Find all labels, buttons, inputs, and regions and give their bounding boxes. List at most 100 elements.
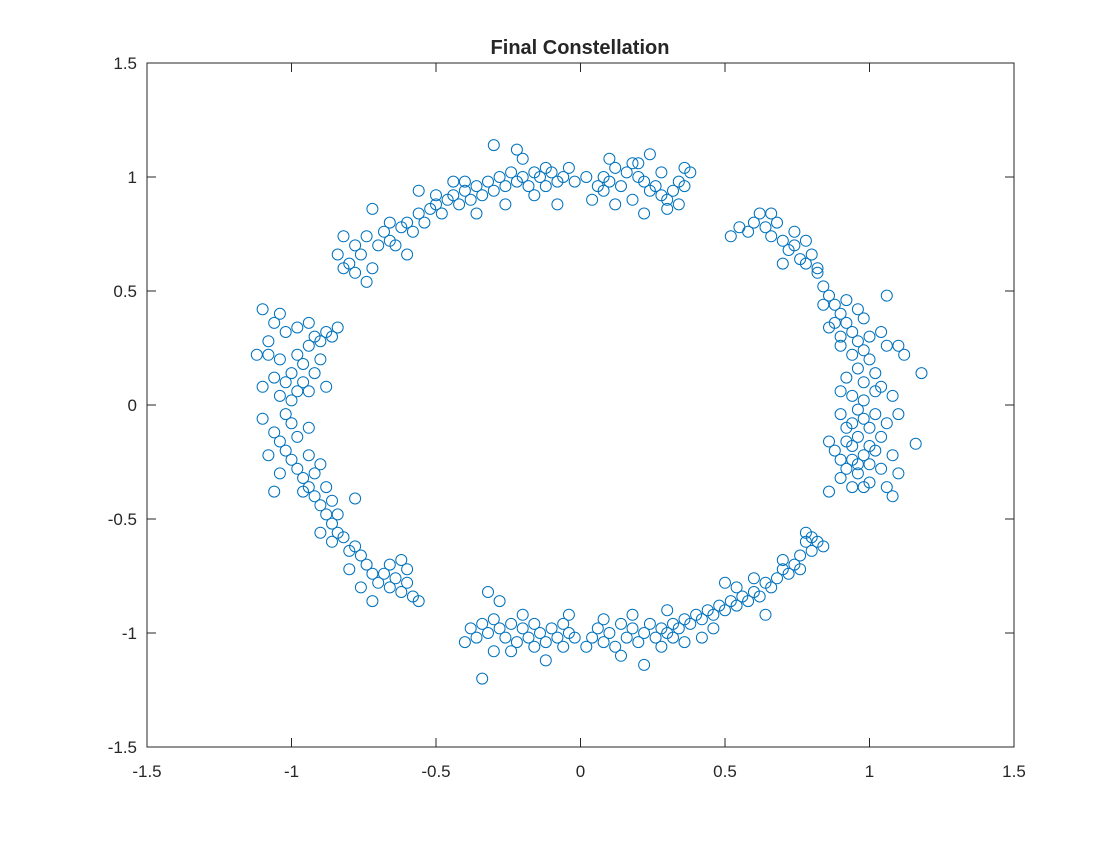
data-point [713, 599, 726, 612]
data-point [823, 435, 835, 448]
x-axis: -1.5 -1 -0.5 0 0.5 1 1.5 [132, 63, 1026, 781]
data-point [372, 239, 385, 252]
data-point [857, 449, 870, 462]
y-axis: -1.5 -1 -0.5 0 0.5 1 1.5 [108, 54, 1014, 757]
data-point [349, 239, 362, 252]
data-point [724, 230, 737, 243]
data-point [256, 303, 269, 316]
data-point [545, 622, 558, 635]
data-point [771, 216, 783, 229]
data-point [597, 613, 610, 626]
data-point [279, 326, 292, 338]
data-point [349, 266, 362, 279]
data-point [551, 631, 564, 644]
data-point [516, 152, 529, 165]
data-point [834, 330, 847, 343]
data-point [846, 348, 859, 361]
data-point [667, 184, 679, 197]
data-point [632, 636, 645, 649]
data-point [863, 330, 876, 343]
data-point [482, 627, 494, 639]
data-point [603, 627, 616, 639]
data-point [516, 622, 529, 635]
data-point [834, 385, 847, 398]
data-point [273, 435, 286, 448]
data-point [661, 604, 674, 617]
data-point [892, 408, 905, 421]
data-point [343, 544, 356, 557]
data-point [695, 631, 708, 644]
data-point [776, 554, 789, 566]
data-point [857, 412, 870, 425]
data-point [308, 467, 321, 480]
data-point [302, 339, 315, 352]
data-point [354, 549, 367, 562]
data-point [609, 198, 622, 211]
data-point [539, 636, 552, 649]
data-point [805, 544, 818, 557]
data-point [805, 531, 818, 544]
data-point [591, 622, 604, 635]
data-point [776, 563, 789, 576]
data-point [383, 216, 396, 229]
data-point [788, 239, 801, 252]
data-point [915, 367, 928, 380]
data-point [840, 294, 853, 307]
data-point [314, 458, 327, 471]
y-tick-label: -0.5 [108, 510, 137, 529]
y-tick-label: 0 [128, 396, 137, 415]
y-tick-label: -1 [122, 624, 137, 643]
data-point [603, 152, 616, 165]
data-point [655, 166, 668, 179]
data-point [268, 316, 281, 329]
data-point [892, 339, 905, 352]
x-tick-label: -1 [284, 762, 299, 781]
data-point [811, 266, 824, 279]
data-point [759, 608, 772, 621]
data-point [834, 307, 847, 320]
data-point [262, 335, 275, 348]
data-point [510, 143, 523, 156]
data-point [863, 440, 876, 452]
data-point [268, 485, 281, 498]
data-point [851, 335, 864, 348]
data-point [326, 494, 338, 507]
data-point [857, 312, 870, 325]
data-point [875, 430, 888, 443]
data-point [395, 554, 408, 566]
data-point [817, 280, 830, 293]
data-point [840, 435, 853, 448]
data-point [643, 148, 656, 161]
data-point [747, 216, 760, 229]
data-point [470, 207, 483, 220]
data-point [875, 462, 888, 475]
data-point [655, 622, 668, 635]
data-point [487, 139, 500, 152]
data-point [482, 175, 494, 188]
data-point [273, 467, 286, 480]
data-point [401, 216, 414, 229]
data-point [505, 166, 518, 179]
data-point [505, 645, 518, 658]
data-point [470, 180, 483, 193]
data-point [603, 175, 616, 188]
data-point [678, 636, 691, 649]
data-point [308, 367, 321, 380]
data-point [765, 207, 778, 220]
data-point [736, 590, 749, 603]
data-point [557, 171, 570, 183]
data-point [412, 207, 425, 220]
data-point [482, 586, 494, 598]
data-point [834, 453, 847, 466]
data-point [476, 672, 489, 685]
data-point [794, 549, 807, 562]
data-point [880, 289, 893, 302]
data-point [354, 248, 367, 261]
data-point [678, 161, 691, 174]
data-point [851, 362, 864, 375]
data-point [314, 353, 327, 366]
data-point [262, 449, 275, 462]
data-point [389, 572, 402, 585]
data-point [776, 234, 789, 247]
